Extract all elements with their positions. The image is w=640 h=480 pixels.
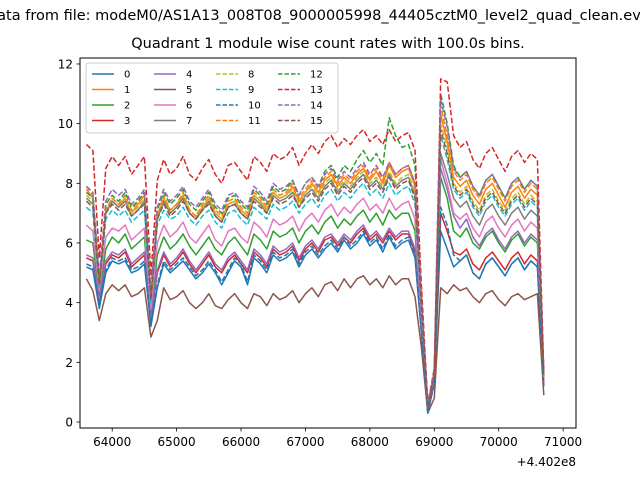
series-line-14 bbox=[85, 99, 545, 407]
legend-label-6: 6 bbox=[186, 101, 192, 112]
legend-label-13: 13 bbox=[310, 85, 323, 96]
series-line-10 bbox=[86, 206, 545, 414]
series-line-3 bbox=[86, 212, 545, 413]
series-line-8 bbox=[85, 122, 545, 408]
y-tick-label: 0 bbox=[65, 416, 73, 430]
series-layer bbox=[85, 78, 545, 414]
legend-box bbox=[85, 62, 339, 134]
legend-label-7: 7 bbox=[186, 116, 192, 127]
y-tick-label: 10 bbox=[58, 117, 73, 131]
legend-label-14: 14 bbox=[310, 101, 323, 112]
legend-label-2: 2 bbox=[124, 101, 130, 112]
suptitle-text: Data from file: modeM0/AS1A13_008T08_900… bbox=[0, 8, 640, 24]
series-line-13 bbox=[85, 78, 545, 405]
series-line-2 bbox=[86, 176, 545, 411]
x-tick-label: 67000 bbox=[286, 435, 324, 449]
x-tick-label: 69000 bbox=[415, 435, 453, 449]
y-tick-label: 4 bbox=[65, 296, 73, 310]
chart-title: Quadrant 1 module wise count rates with … bbox=[131, 36, 525, 52]
legend-label-9: 9 bbox=[248, 85, 254, 96]
y-tick-label: 6 bbox=[65, 237, 73, 251]
series-line-6 bbox=[85, 158, 545, 411]
x-tick-label: 71000 bbox=[544, 435, 582, 449]
legend-label-1: 1 bbox=[124, 85, 130, 96]
legend-label-3: 3 bbox=[124, 116, 130, 127]
series-line-11 bbox=[85, 104, 545, 408]
legend-label-0: 0 bbox=[124, 70, 130, 81]
figure-suptitle: Data from file: modeM0/AS1A13_008T08_900… bbox=[0, 8, 640, 32]
legend-label-5: 5 bbox=[186, 85, 192, 96]
series-line-12 bbox=[85, 93, 545, 407]
x-tick-label: 70000 bbox=[480, 435, 518, 449]
x-tick-label: 64000 bbox=[93, 435, 131, 449]
legend-label-8: 8 bbox=[248, 70, 254, 81]
y-tick-label: 2 bbox=[65, 356, 73, 370]
series-line-4 bbox=[86, 167, 545, 413]
series-line-5 bbox=[85, 275, 545, 414]
series-line-9 bbox=[85, 134, 545, 410]
y-tick-label: 12 bbox=[58, 57, 73, 71]
x-tick-label: 68000 bbox=[351, 435, 389, 449]
x-tick-label: 66000 bbox=[222, 435, 260, 449]
legend-label-15: 15 bbox=[310, 116, 323, 127]
legend-label-4: 4 bbox=[186, 70, 192, 81]
x-offset-label: +4.402e8 bbox=[517, 455, 576, 469]
legend-label-10: 10 bbox=[248, 101, 261, 112]
series-line-15 bbox=[85, 128, 545, 410]
legend-label-12: 12 bbox=[310, 70, 323, 81]
legend-label-11: 11 bbox=[248, 116, 261, 127]
series-line-7 bbox=[85, 152, 545, 410]
axis-layer: 64000 65000 66000 67000 68000 69000 70000 71000… bbox=[58, 57, 582, 449]
y-tick-label: 8 bbox=[65, 177, 73, 191]
x-tick-label: 65000 bbox=[158, 435, 196, 449]
